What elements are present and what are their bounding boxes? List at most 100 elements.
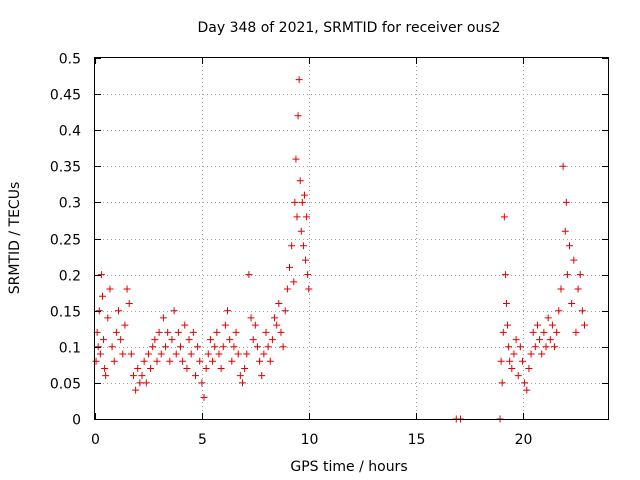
data-point xyxy=(504,321,512,329)
data-point xyxy=(536,336,544,344)
x-tick-label: 0 xyxy=(91,432,100,448)
y-tick-label: 0.5 xyxy=(59,52,81,68)
data-point xyxy=(580,321,588,329)
data-point xyxy=(555,307,563,315)
data-point xyxy=(262,328,270,336)
data-point xyxy=(104,314,112,322)
data-point xyxy=(215,350,223,358)
data-point xyxy=(305,285,313,293)
data-point xyxy=(119,350,127,358)
data-point xyxy=(546,336,554,344)
data-point xyxy=(302,256,310,264)
data-point xyxy=(544,314,552,322)
data-point xyxy=(95,307,103,315)
data-point xyxy=(226,336,234,344)
y-tick-label: 0.45 xyxy=(50,88,81,104)
data-point xyxy=(533,321,541,329)
data-point xyxy=(304,271,312,279)
data-point xyxy=(502,299,510,307)
data-point xyxy=(157,350,165,358)
data-point xyxy=(92,357,100,365)
y-tick-label: 0.25 xyxy=(50,233,81,249)
data-point xyxy=(102,372,110,380)
data-point xyxy=(219,343,227,351)
data-point xyxy=(132,386,140,394)
data-point xyxy=(525,364,533,372)
data-point xyxy=(271,314,279,322)
data-point xyxy=(576,271,584,279)
data-point xyxy=(506,357,514,365)
data-point xyxy=(266,357,274,365)
data-point xyxy=(293,213,301,221)
data-point xyxy=(236,372,244,380)
x-tick-label: 15 xyxy=(408,432,426,448)
data-point xyxy=(155,328,163,336)
data-point xyxy=(94,343,102,351)
data-point xyxy=(115,307,123,315)
data-point xyxy=(295,76,303,84)
data-point xyxy=(510,350,518,358)
x-axis-tick-labels: 0 5 10 15 20 xyxy=(91,432,532,448)
data-point xyxy=(279,343,287,351)
data-point xyxy=(499,328,507,336)
data-point xyxy=(98,292,106,300)
y-tick-label: 0.15 xyxy=(50,305,81,321)
data-point xyxy=(553,328,561,336)
data-point xyxy=(570,256,578,264)
data-point xyxy=(125,299,133,307)
data-point xyxy=(551,343,559,351)
data-point xyxy=(557,285,565,293)
data-point xyxy=(283,285,291,293)
data-point xyxy=(194,343,202,351)
data-point xyxy=(291,198,299,206)
data-point xyxy=(191,372,199,380)
data-point xyxy=(140,357,148,365)
data-point xyxy=(498,379,506,387)
data-point xyxy=(300,191,308,199)
data-point xyxy=(185,336,193,344)
data-point xyxy=(97,271,105,279)
y-tick-label: 0 xyxy=(72,413,81,429)
data-point xyxy=(529,328,537,336)
data-point xyxy=(202,364,210,372)
data-point xyxy=(516,343,524,351)
y-tick-label: 0.3 xyxy=(59,196,81,212)
data-point xyxy=(296,177,304,185)
data-point xyxy=(170,307,178,315)
data-point xyxy=(147,364,155,372)
data-point xyxy=(303,213,311,221)
data-point xyxy=(172,350,180,358)
data-point xyxy=(138,372,146,380)
data-point xyxy=(260,350,268,358)
x-tick-label: 5 xyxy=(198,432,207,448)
data-point xyxy=(264,343,272,351)
y-tick-label: 0.35 xyxy=(50,160,81,176)
data-point xyxy=(234,350,242,358)
data-point xyxy=(268,336,276,344)
y-axis-tick-labels: 0 0.05 0.1 0.15 0.2 0.25 0.3 0.35 0.4 0.45 0.5 xyxy=(50,52,81,429)
data-point xyxy=(228,357,236,365)
data-point xyxy=(110,357,118,365)
data-point xyxy=(245,271,253,279)
y-tick-label: 0.1 xyxy=(59,341,81,357)
data-point xyxy=(512,336,520,344)
data-point xyxy=(249,336,257,344)
data-point xyxy=(189,328,197,336)
data-point xyxy=(572,328,580,336)
data-point xyxy=(297,227,305,235)
data-point xyxy=(578,307,586,315)
data-point xyxy=(179,357,187,365)
data-point xyxy=(251,321,259,329)
data-point xyxy=(174,328,182,336)
data-point xyxy=(548,321,556,329)
grid xyxy=(95,58,608,419)
data-point xyxy=(232,328,240,336)
data-point xyxy=(243,350,251,358)
data-point xyxy=(497,357,505,365)
data-point xyxy=(144,350,152,358)
data-point xyxy=(523,386,531,394)
chart-title: Day 348 of 2021, SRMTID for receiver ous… xyxy=(197,20,500,36)
data-point xyxy=(531,343,539,351)
y-tick-label: 0.4 xyxy=(59,124,81,140)
